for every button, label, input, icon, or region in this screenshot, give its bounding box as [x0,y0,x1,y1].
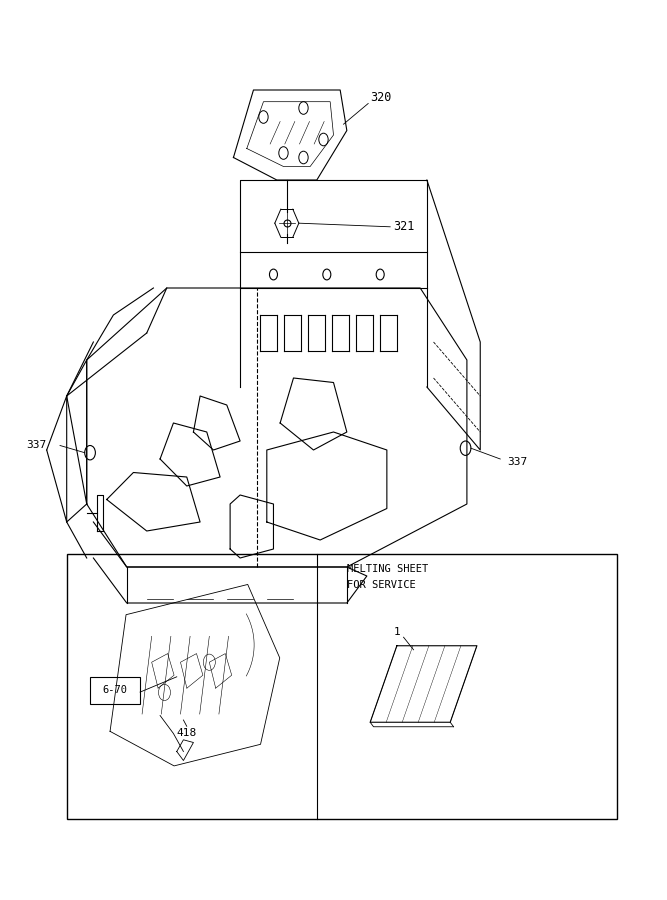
Text: FOR SERVICE: FOR SERVICE [347,580,416,590]
Text: 320: 320 [370,91,392,104]
Bar [67,554,617,819]
Text: 321: 321 [394,220,415,233]
Text: 337: 337 [27,440,47,451]
Text: 337: 337 [507,456,527,467]
Text: 418: 418 [177,728,197,739]
Text: 6-70: 6-70 [103,685,127,696]
Text: 1: 1 [394,626,400,637]
Text: MELTING SHEET: MELTING SHEET [347,563,428,574]
Bar [90,677,140,704]
